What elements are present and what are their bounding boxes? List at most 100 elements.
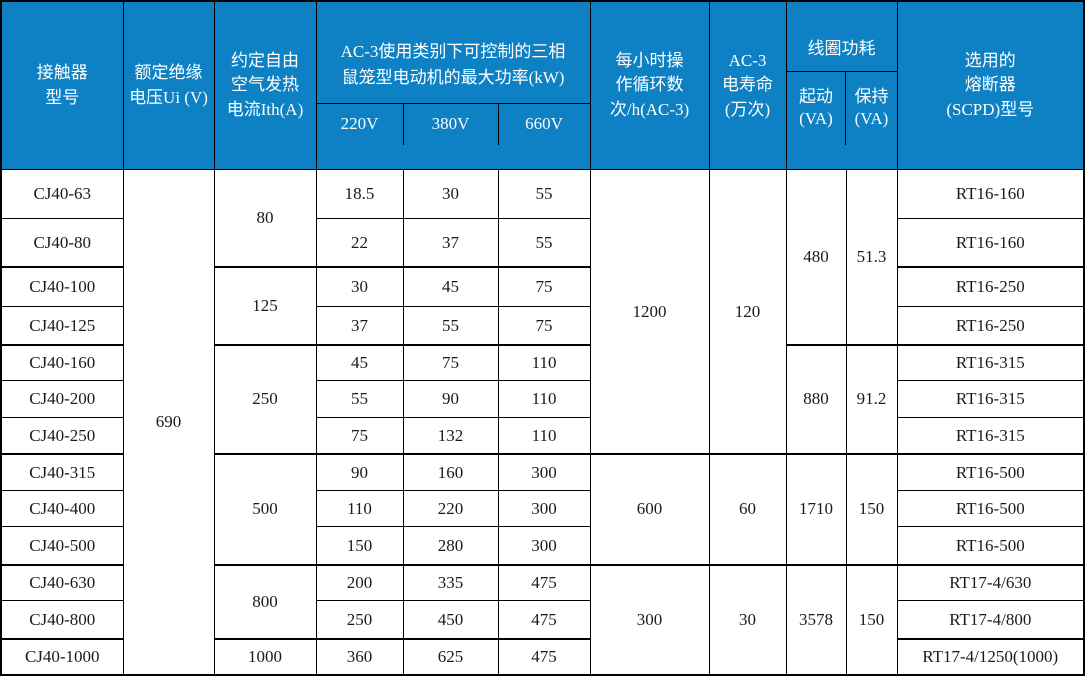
thermal-current-cell: 80 (213, 169, 317, 268)
model-cell: CJ40-315 (0, 452, 124, 492)
power-220-cell: 37 (315, 306, 404, 346)
thermal-current-cell: 1000 (213, 637, 317, 676)
table-row: CJ40-250 75 132 110 RT16-315 (0, 417, 1085, 455)
fuse-cell: RT16-315 (896, 417, 1085, 455)
fuse-cell: RT16-160 (896, 218, 1085, 268)
coil-start-cell: 1710 (785, 452, 847, 566)
power-220-cell: 22 (315, 218, 404, 268)
power-660-cell: 110 (497, 380, 591, 419)
table-row: CJ40-500 150 280 300 RT16-500 (0, 526, 1085, 566)
table-row: CJ40-100 125 30 45 75 RT16-250 (0, 265, 1085, 346)
fuse-cell: RT16-500 (896, 452, 1085, 492)
power-380-cell: 450 (402, 600, 499, 640)
power-220-cell: 150 (315, 526, 404, 566)
power-group-wrap: AC-3使用类别下可控制的三相 鼠笼型电动机的最大功率(kW) 220V 380… (317, 27, 590, 145)
power-380-cell: 55 (402, 306, 499, 346)
coil-hold-cell: 51.3 (845, 169, 898, 346)
power-220-cell: 45 (315, 343, 404, 382)
power-380-cell: 335 (402, 563, 499, 602)
power-380-cell: 132 (402, 417, 499, 455)
power-220-cell: 110 (315, 490, 404, 528)
power-380-cell: 90 (402, 380, 499, 419)
model-cell: CJ40-400 (0, 490, 124, 528)
model-cell: CJ40-160 (0, 343, 124, 382)
model-cell: CJ40-800 (0, 600, 124, 640)
table-row: CJ40-315 500 90 160 300 600 60 1710 150 RT16-500 (0, 452, 1085, 566)
life-cell: 120 (708, 169, 787, 455)
thermal-current-cell: 800 (213, 563, 317, 640)
power-380-cell: 625 (402, 637, 499, 676)
power-660-cell: 475 (497, 600, 591, 640)
header-coil-title: 线圈功耗 (787, 27, 897, 72)
power-380-cell: 220 (402, 490, 499, 528)
fuse-cell: RT16-315 (896, 380, 1085, 419)
power-660-cell: 300 (497, 526, 591, 566)
coil-hold-cell: 150 (845, 452, 898, 566)
header-row: 接触器 型号 额定绝缘 电压Ui (V) 约定自由 空气发热 电流Ith(A) … (0, 0, 1085, 171)
power-220-cell: 360 (315, 637, 404, 676)
power-660-cell: 110 (497, 417, 591, 455)
power-380-cell: 280 (402, 526, 499, 566)
coil-start-cell: 3578 (785, 563, 847, 676)
header-coil-group: 线圈功耗 起动 (VA) 保持 (VA) (785, 0, 898, 171)
power-660-cell: 55 (497, 218, 591, 268)
fuse-cell: RT16-160 (896, 169, 1085, 220)
power-sub-headers: 220V 380V 660V (317, 103, 589, 145)
coil-hold-cell: 91.2 (845, 343, 898, 455)
model-cell: CJ40-63 (0, 169, 124, 220)
power-660-cell: 55 (497, 169, 591, 220)
life-cell: 60 (708, 452, 787, 566)
fuse-cell: RT16-500 (896, 526, 1085, 566)
model-cell: CJ40-500 (0, 526, 124, 566)
fuse-cell: RT17-4/1250(1000) (896, 637, 1085, 676)
header-power-380v: 380V (402, 103, 498, 145)
header-rated-voltage: 额定绝缘 电压Ui (V) (122, 0, 215, 171)
fuse-cell: RT16-315 (896, 343, 1085, 382)
power-380-cell: 160 (402, 452, 499, 492)
model-cell: CJ40-200 (0, 380, 124, 419)
power-660-cell: 475 (497, 563, 591, 602)
table-row: CJ40-160 250 45 75 110 880 91.2 RT16-315 (0, 343, 1085, 455)
power-660-cell: 75 (497, 306, 591, 346)
fuse-cell: RT17-4/630 (896, 563, 1085, 602)
power-660-cell: 110 (497, 343, 591, 382)
power-660-cell: 300 (497, 452, 591, 492)
coil-start-cell: 480 (785, 169, 847, 346)
life-cell: 30 (708, 563, 787, 676)
coil-group-wrap: 线圈功耗 起动 (VA) 保持 (VA) (787, 27, 897, 145)
table-row: CJ40-80 22 37 55 RT16-160 (0, 218, 1085, 268)
fuse-cell: RT16-250 (896, 306, 1085, 346)
coil-start-cell: 880 (785, 343, 847, 455)
power-220-cell: 250 (315, 600, 404, 640)
power-660-cell: 75 (497, 265, 591, 308)
cycles-cell: 600 (589, 452, 710, 566)
fuse-cell: RT16-500 (896, 490, 1085, 528)
model-cell: CJ40-80 (0, 218, 124, 268)
power-660-cell: 475 (497, 637, 591, 676)
table-row: CJ40-125 37 55 75 RT16-250 (0, 306, 1085, 346)
power-220-cell: 30 (315, 265, 404, 308)
power-380-cell: 75 (402, 343, 499, 382)
header-electrical-life: AC-3 电寿命 (万次) (708, 0, 787, 171)
cycles-cell: 1200 (589, 169, 710, 455)
power-220-cell: 75 (315, 417, 404, 455)
table-row: CJ40-200 55 90 110 RT16-315 (0, 380, 1085, 419)
thermal-current-cell: 250 (213, 343, 317, 455)
model-cell: CJ40-1000 (0, 637, 124, 676)
coil-hold-cell: 150 (845, 563, 898, 676)
header-model: 接触器 型号 (0, 0, 124, 171)
rated-voltage-cell: 690 (122, 169, 215, 676)
table-body: CJ40-63 690 80 18.5 30 55 1200 120 480 51.3 RT16-1… (0, 169, 1085, 676)
power-220-cell: 200 (315, 563, 404, 602)
table-row: CJ40-400 110 220 300 RT16-500 (0, 490, 1085, 528)
power-380-cell: 45 (402, 265, 499, 308)
power-380-cell: 30 (402, 169, 499, 220)
header-fuse: 选用的 熔断器 (SCPD)型号 (896, 0, 1085, 171)
header-coil-start: 起动 (VA) (798, 87, 833, 129)
header-power-title: AC-3使用类别下可控制的三相 鼠笼型电动机的最大功率(kW) (317, 27, 590, 104)
header-power-220v: 220V (340, 114, 379, 134)
thermal-current-cell: 500 (213, 452, 317, 566)
model-cell: CJ40-630 (0, 563, 124, 602)
